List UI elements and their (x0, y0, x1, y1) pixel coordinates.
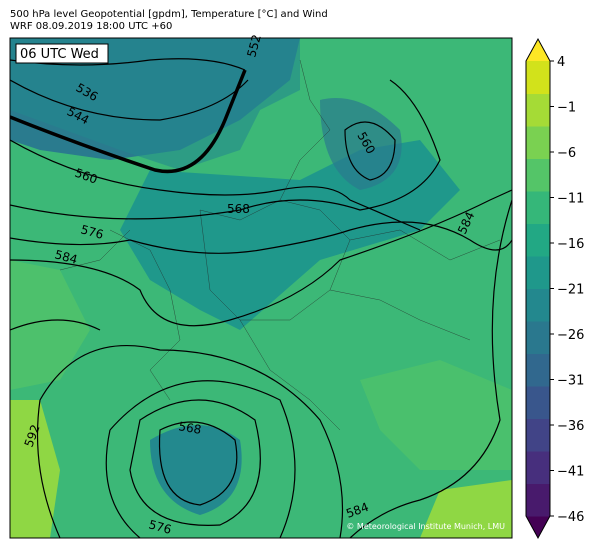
colorbar-extend (526, 516, 550, 538)
contour-label: 552 (244, 33, 263, 59)
colorbar-band (526, 126, 550, 159)
colorbar-tick-label: −36 (557, 419, 584, 434)
title: 500 hPa level Geopotential [gpdm], Tempe… (10, 9, 328, 20)
map: 06 UTC Wed 536 544 552 560 568 576 584 5… (9, 33, 513, 539)
colorbar-tick-label: −21 (557, 283, 584, 298)
colorbar-tick-label: −6 (557, 146, 576, 161)
contour-label: 584 (53, 247, 79, 266)
colorbar-tick-label: −41 (557, 465, 584, 480)
colorbar-band (526, 93, 550, 127)
credit: © Meteorological Institute Munich, LMU (346, 522, 505, 531)
contour-label: 568 (227, 202, 250, 216)
colorbar-tick-label: −46 (557, 510, 584, 525)
colorbar-band (526, 451, 550, 484)
colorbar-tick-label: −1 (557, 101, 576, 116)
colorbar-band (526, 191, 550, 224)
colorbar-tick-label: 4 (557, 55, 565, 70)
colorbar-band (526, 223, 550, 257)
colorbar-band (526, 321, 550, 354)
colorbar-band (526, 288, 550, 322)
colorbar-band (526, 353, 550, 387)
colorbar-band (526, 158, 550, 192)
colorbar-extend (526, 39, 550, 61)
contour-label: 576 (147, 517, 173, 536)
subtitle: WRF 08.09.2019 18:00 UTC +60 (10, 21, 172, 32)
colorbar-band (526, 483, 550, 517)
time-label: 06 UTC Wed (20, 47, 99, 62)
colorbar-band (526, 61, 550, 94)
contour-label: 576 (79, 222, 105, 241)
colorbar-band (526, 256, 550, 289)
colorbar-band (526, 418, 550, 452)
colorbar: 4 −1 −6 −11 −16 −21 −26 −31 −36 −41 −46 (525, 37, 584, 540)
colorbar-tick-label: −16 (557, 237, 584, 252)
colorbar-tick-label: −31 (557, 374, 584, 389)
contour-label: 568 (177, 419, 202, 437)
colorbar-band (526, 386, 550, 419)
colorbar-tick-label: −26 (557, 328, 584, 343)
colorbar-tick-label: −11 (557, 192, 584, 207)
